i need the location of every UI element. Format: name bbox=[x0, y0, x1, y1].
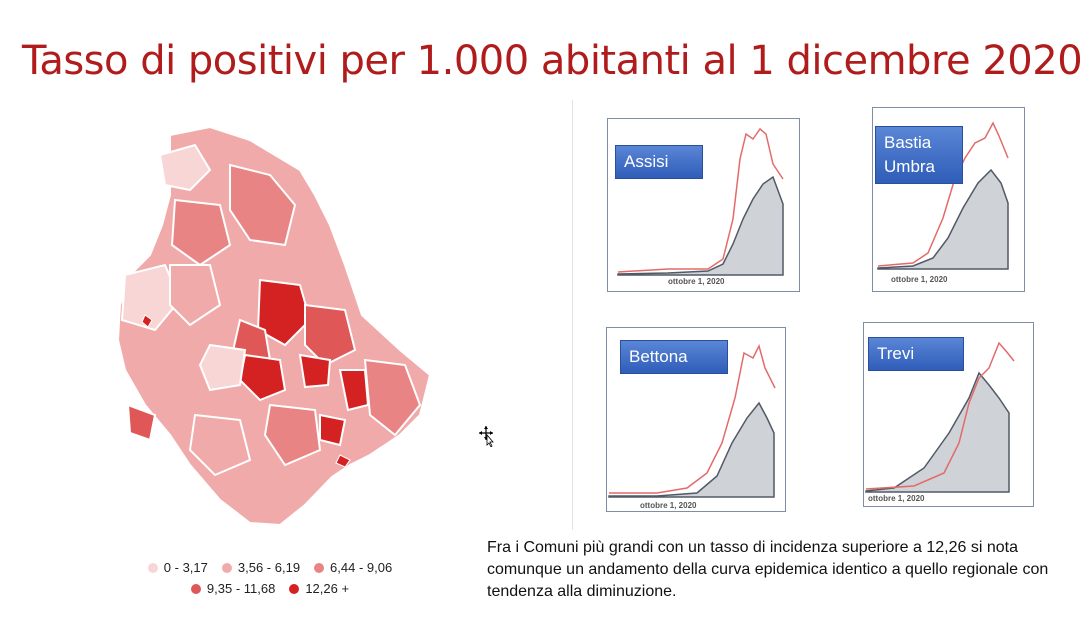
map-legend: 0 - 3,17 3,56 - 6,19 6,44 - 9,06 9,35 - … bbox=[0, 560, 540, 602]
map-region bbox=[229, 163, 297, 247]
map-region bbox=[188, 413, 252, 477]
panel-bettona: Bettona ottobre 1, 2020 bbox=[606, 327, 786, 512]
red-curve bbox=[617, 127, 784, 273]
legend-item: 0 - 3,17 bbox=[147, 560, 208, 575]
map-region bbox=[169, 264, 222, 327]
legend-label: 6,44 - 9,06 bbox=[330, 560, 393, 575]
curve-chart-trevi bbox=[865, 341, 1015, 493]
map-region bbox=[335, 454, 351, 468]
legend-label: 9,35 - 11,68 bbox=[206, 581, 276, 596]
map-region bbox=[120, 263, 182, 332]
legend-dot bbox=[289, 583, 300, 594]
map-region bbox=[158, 143, 212, 192]
legend-item: 6,44 - 9,06 bbox=[314, 560, 392, 575]
map-region bbox=[304, 303, 357, 367]
panel-label: Bastia Umbra bbox=[875, 126, 963, 184]
map-region bbox=[256, 278, 312, 347]
panel-assisi: Assisi ottobre 1, 2020 bbox=[607, 118, 800, 292]
panel-bastia-umbra: Bastia Umbra ottobre 1, 2020 bbox=[872, 107, 1025, 292]
area-curve bbox=[608, 401, 775, 498]
curve-chart-bettona bbox=[608, 343, 776, 498]
legend-dot bbox=[190, 583, 201, 594]
legend-item: 12,26 + bbox=[289, 581, 349, 596]
red-curve bbox=[609, 343, 776, 494]
move-cursor-icon bbox=[479, 426, 494, 447]
legend-item: 3,56 - 6,19 bbox=[221, 560, 301, 575]
legend-dot bbox=[221, 562, 232, 573]
slide-note: Fra i Comuni più grandi con un tasso di … bbox=[487, 539, 1049, 600]
legend-row-1: 0 - 3,17 3,56 - 6,19 6,44 - 9,06 bbox=[0, 560, 540, 575]
map-region bbox=[198, 343, 247, 392]
curve-chart-bastia bbox=[877, 121, 1009, 270]
panel-date: ottobre 1, 2020 bbox=[640, 501, 697, 510]
map-region bbox=[338, 369, 370, 412]
legend-dot bbox=[314, 562, 325, 573]
legend-label: 3,56 - 6,19 bbox=[237, 560, 301, 575]
legend-item: 9,35 - 11,68 bbox=[190, 581, 276, 596]
map-region bbox=[263, 403, 322, 467]
panel-trevi: Trevi ottobre 1, 2020 bbox=[863, 322, 1034, 507]
map-region bbox=[298, 353, 332, 389]
area-curve bbox=[877, 168, 1009, 270]
umbria-choropleth-map bbox=[116, 125, 432, 527]
panel-date: ottobre 1, 2020 bbox=[668, 277, 725, 286]
red-curve bbox=[877, 121, 1009, 267]
panel-date: ottobre 1, 2020 bbox=[891, 275, 948, 284]
map-region bbox=[363, 358, 422, 437]
curve-chart-assisi bbox=[617, 127, 784, 276]
legend-row-2: 9,35 - 11,68 12,26 + bbox=[0, 581, 540, 596]
area-curve bbox=[617, 175, 784, 276]
panel-date: ottobre 1, 2020 bbox=[868, 494, 925, 503]
red-curve bbox=[865, 341, 1015, 490]
map-region bbox=[170, 198, 232, 267]
map-region bbox=[319, 413, 347, 447]
area-curve bbox=[865, 371, 1010, 493]
legend-label: 12,26 + bbox=[305, 581, 350, 596]
map-region bbox=[141, 314, 153, 328]
panel-label: Trevi bbox=[868, 337, 964, 371]
panel-label: Assisi bbox=[615, 145, 703, 179]
slide-title: Tasso di positivi per 1.000 abitanti al … bbox=[22, 38, 1083, 84]
panel-label: Bettona bbox=[620, 340, 728, 374]
legend-label: 0 - 3,17 bbox=[163, 560, 208, 575]
map-region bbox=[126, 403, 157, 442]
slide-divider bbox=[572, 100, 573, 530]
legend-dot bbox=[147, 562, 158, 573]
